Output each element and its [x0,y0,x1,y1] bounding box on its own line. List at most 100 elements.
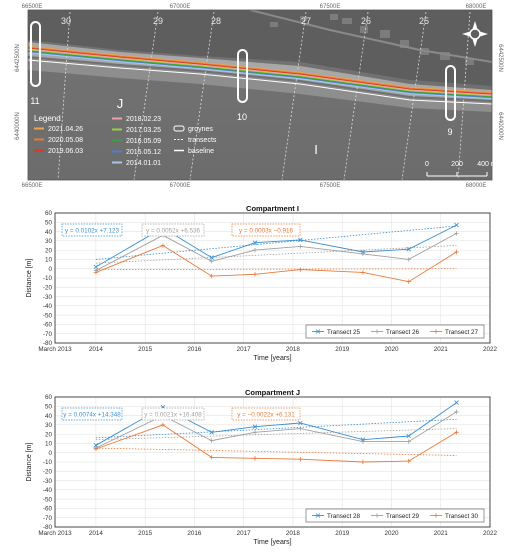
x-tick-label: 2015 [138,530,153,537]
legend-entry: Transect 27 [445,329,479,336]
y-tick-label: 20 [45,431,53,438]
x-tick-label: March 2013 [38,346,72,353]
trend-label: y = 0.0102x +7.123 [65,228,119,235]
y-tick-label: -20 [43,468,53,475]
legend-item: 2015.05.12 [126,149,161,156]
data-point [209,430,214,435]
legend-item: 2018.02.23 [126,116,161,123]
data-point [298,426,303,431]
data-point [454,249,459,255]
legend-entry: Transect 26 [386,329,420,336]
y-tick-label: -10 [43,459,53,466]
x-tick-label: 2016 [187,530,202,537]
y-tick-label: -30 [43,294,53,301]
groyne-11 [30,21,41,87]
legend-entry: Transect 30 [445,513,479,520]
legend-item: 2016.05.09 [126,138,161,145]
scale-label-200: 200 [451,161,463,168]
data-point [252,424,258,429]
chart-compartment-i: -80 -70 -60 -50 -40 -30 -20 -10 0 10 20 30 40 50 60 Mar… [26,204,497,362]
map-bottom-tick: 67000E [170,183,191,189]
data-point [454,409,459,415]
legend-item: transects [188,137,217,144]
map-right-tick: 6440000N [497,112,503,140]
trend-label: y = 0.0052x +6.536 [146,228,200,235]
data-point [360,270,366,275]
x-tick-label: 2021 [434,346,449,353]
data-point [252,430,258,435]
x-tick-label: 2018 [286,346,301,353]
legend-item: groynes [188,126,213,133]
data-point [160,422,166,428]
legend-item: 2014.01.01 [126,160,161,167]
y-tick-label: -80 [43,340,53,347]
map-top-tick: 66500E [22,4,43,10]
data-point [93,270,99,275]
data-point [298,237,303,243]
x-tick-label: 2014 [89,530,104,537]
y-tick-label: -20 [43,284,53,291]
chart-legend: Transect 28 Transect 29 Transect 30 [305,508,485,523]
x-tick-label: 2017 [237,530,252,537]
data-point [298,420,303,426]
map-compartment-label: I [314,142,318,157]
y-tick-label: 40 [45,229,53,236]
data-point [406,458,411,464]
map-top-tick: 68000E [466,4,487,10]
y-tick-label: -60 [43,322,53,329]
map-right-tick: 6442500N [497,44,503,72]
legend-item: baseline [188,148,214,155]
map-coordinate-ticks: 66500E 67000E 67500E 68000E 66500E 67000E 6750… [15,4,503,189]
map-legend: Legend 2021.04.26 2020.05.08 2019.06.03 201… [34,114,217,167]
chart-title: Compartment J [245,388,300,397]
trend-label-box [141,407,205,421]
legend-item: 2017.03.25 [126,127,161,134]
data-point [93,443,99,448]
y-tick-label: -70 [43,515,53,522]
x-tick-label: March 2013 [38,530,72,537]
map-transect-lines [57,11,471,180]
data-point [298,457,303,462]
trend-label: y = 0.0074x +14.348 [63,412,121,419]
trend-label-box [61,223,123,237]
x-tick-label: 2020 [384,346,399,353]
data-point [209,273,214,279]
compass-icon [462,21,488,47]
groyne-10 [237,49,248,103]
map-transect-label: 29 [153,16,163,26]
map-bottom-tick: 66500E [22,183,43,189]
map-top-tick: 67000E [170,4,191,10]
legend-entry: Transect 28 [327,513,361,520]
map-groynes [30,21,456,121]
data-point [360,439,366,444]
series-line [95,424,457,463]
series-line [95,244,457,283]
x-tick-label: 2014 [89,346,104,353]
data-point [209,455,214,460]
x-tick-label: 2022 [483,346,498,353]
series-transect-30: y = −0.0022x +6.131 [93,407,459,465]
legend-entry: Transect 29 [386,513,420,520]
series-transect-26: y = 0.0052x +6.536 [93,223,459,273]
map-transect-label: 26 [361,16,371,26]
series-transect-27: y = 0.0003x −0.916 [93,223,459,284]
trend-line [95,428,457,441]
map-top-tick: 67500E [320,4,341,10]
data-point [209,259,214,264]
trend-label: y = 0.0021x +16.408 [144,412,202,419]
legend-item: 2020.05.08 [48,137,83,144]
y-axis-label: Distance [m] [26,258,33,297]
map-left-tick: 6442500N [15,44,21,72]
map-transect-label: 30 [61,16,71,26]
trend-label-box [141,223,205,237]
x-tick-label: 2015 [138,346,153,353]
y-tick-label: 10 [45,441,53,448]
data-point [93,446,99,452]
x-tick-label: 2018 [286,530,301,537]
data-point [298,244,303,249]
x-tick-label: 2016 [187,346,202,353]
y-axis-label: Distance [m] [26,442,33,481]
groyne-9 [445,65,456,121]
map-land [28,10,492,86]
